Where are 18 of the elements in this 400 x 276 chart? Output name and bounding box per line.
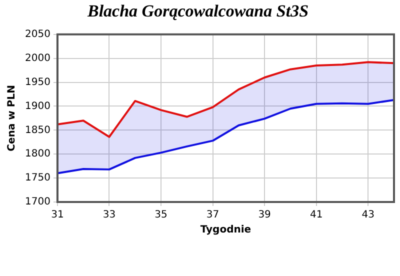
y-tick-label: 1700	[24, 196, 50, 208]
x-tick-label: 37	[206, 210, 220, 221]
y-tick-label: 1900	[24, 100, 50, 112]
y-tick-label: 2050	[24, 28, 50, 40]
y-tick-label: 1950	[24, 76, 50, 88]
x-tick-label: 41	[310, 210, 323, 221]
x-tick-label: 33	[102, 210, 116, 221]
y-tick-label: 2000	[24, 52, 50, 64]
x-tick-label: 43	[362, 210, 374, 221]
y-tick-label: 1800	[24, 148, 50, 160]
x-tick-label: 31	[51, 210, 64, 221]
y-tick-label: 1750	[24, 172, 50, 184]
chart-title: Blacha Gorącowalcowana St3S	[86, 2, 309, 21]
x-tick-label: 39	[258, 210, 271, 221]
x-axis-title: Tygodnie	[200, 224, 252, 236]
x-tick-label: 35	[154, 210, 168, 221]
y-tick-label: 1850	[24, 124, 50, 136]
y-axis-title: Cena w PLN	[6, 85, 18, 152]
